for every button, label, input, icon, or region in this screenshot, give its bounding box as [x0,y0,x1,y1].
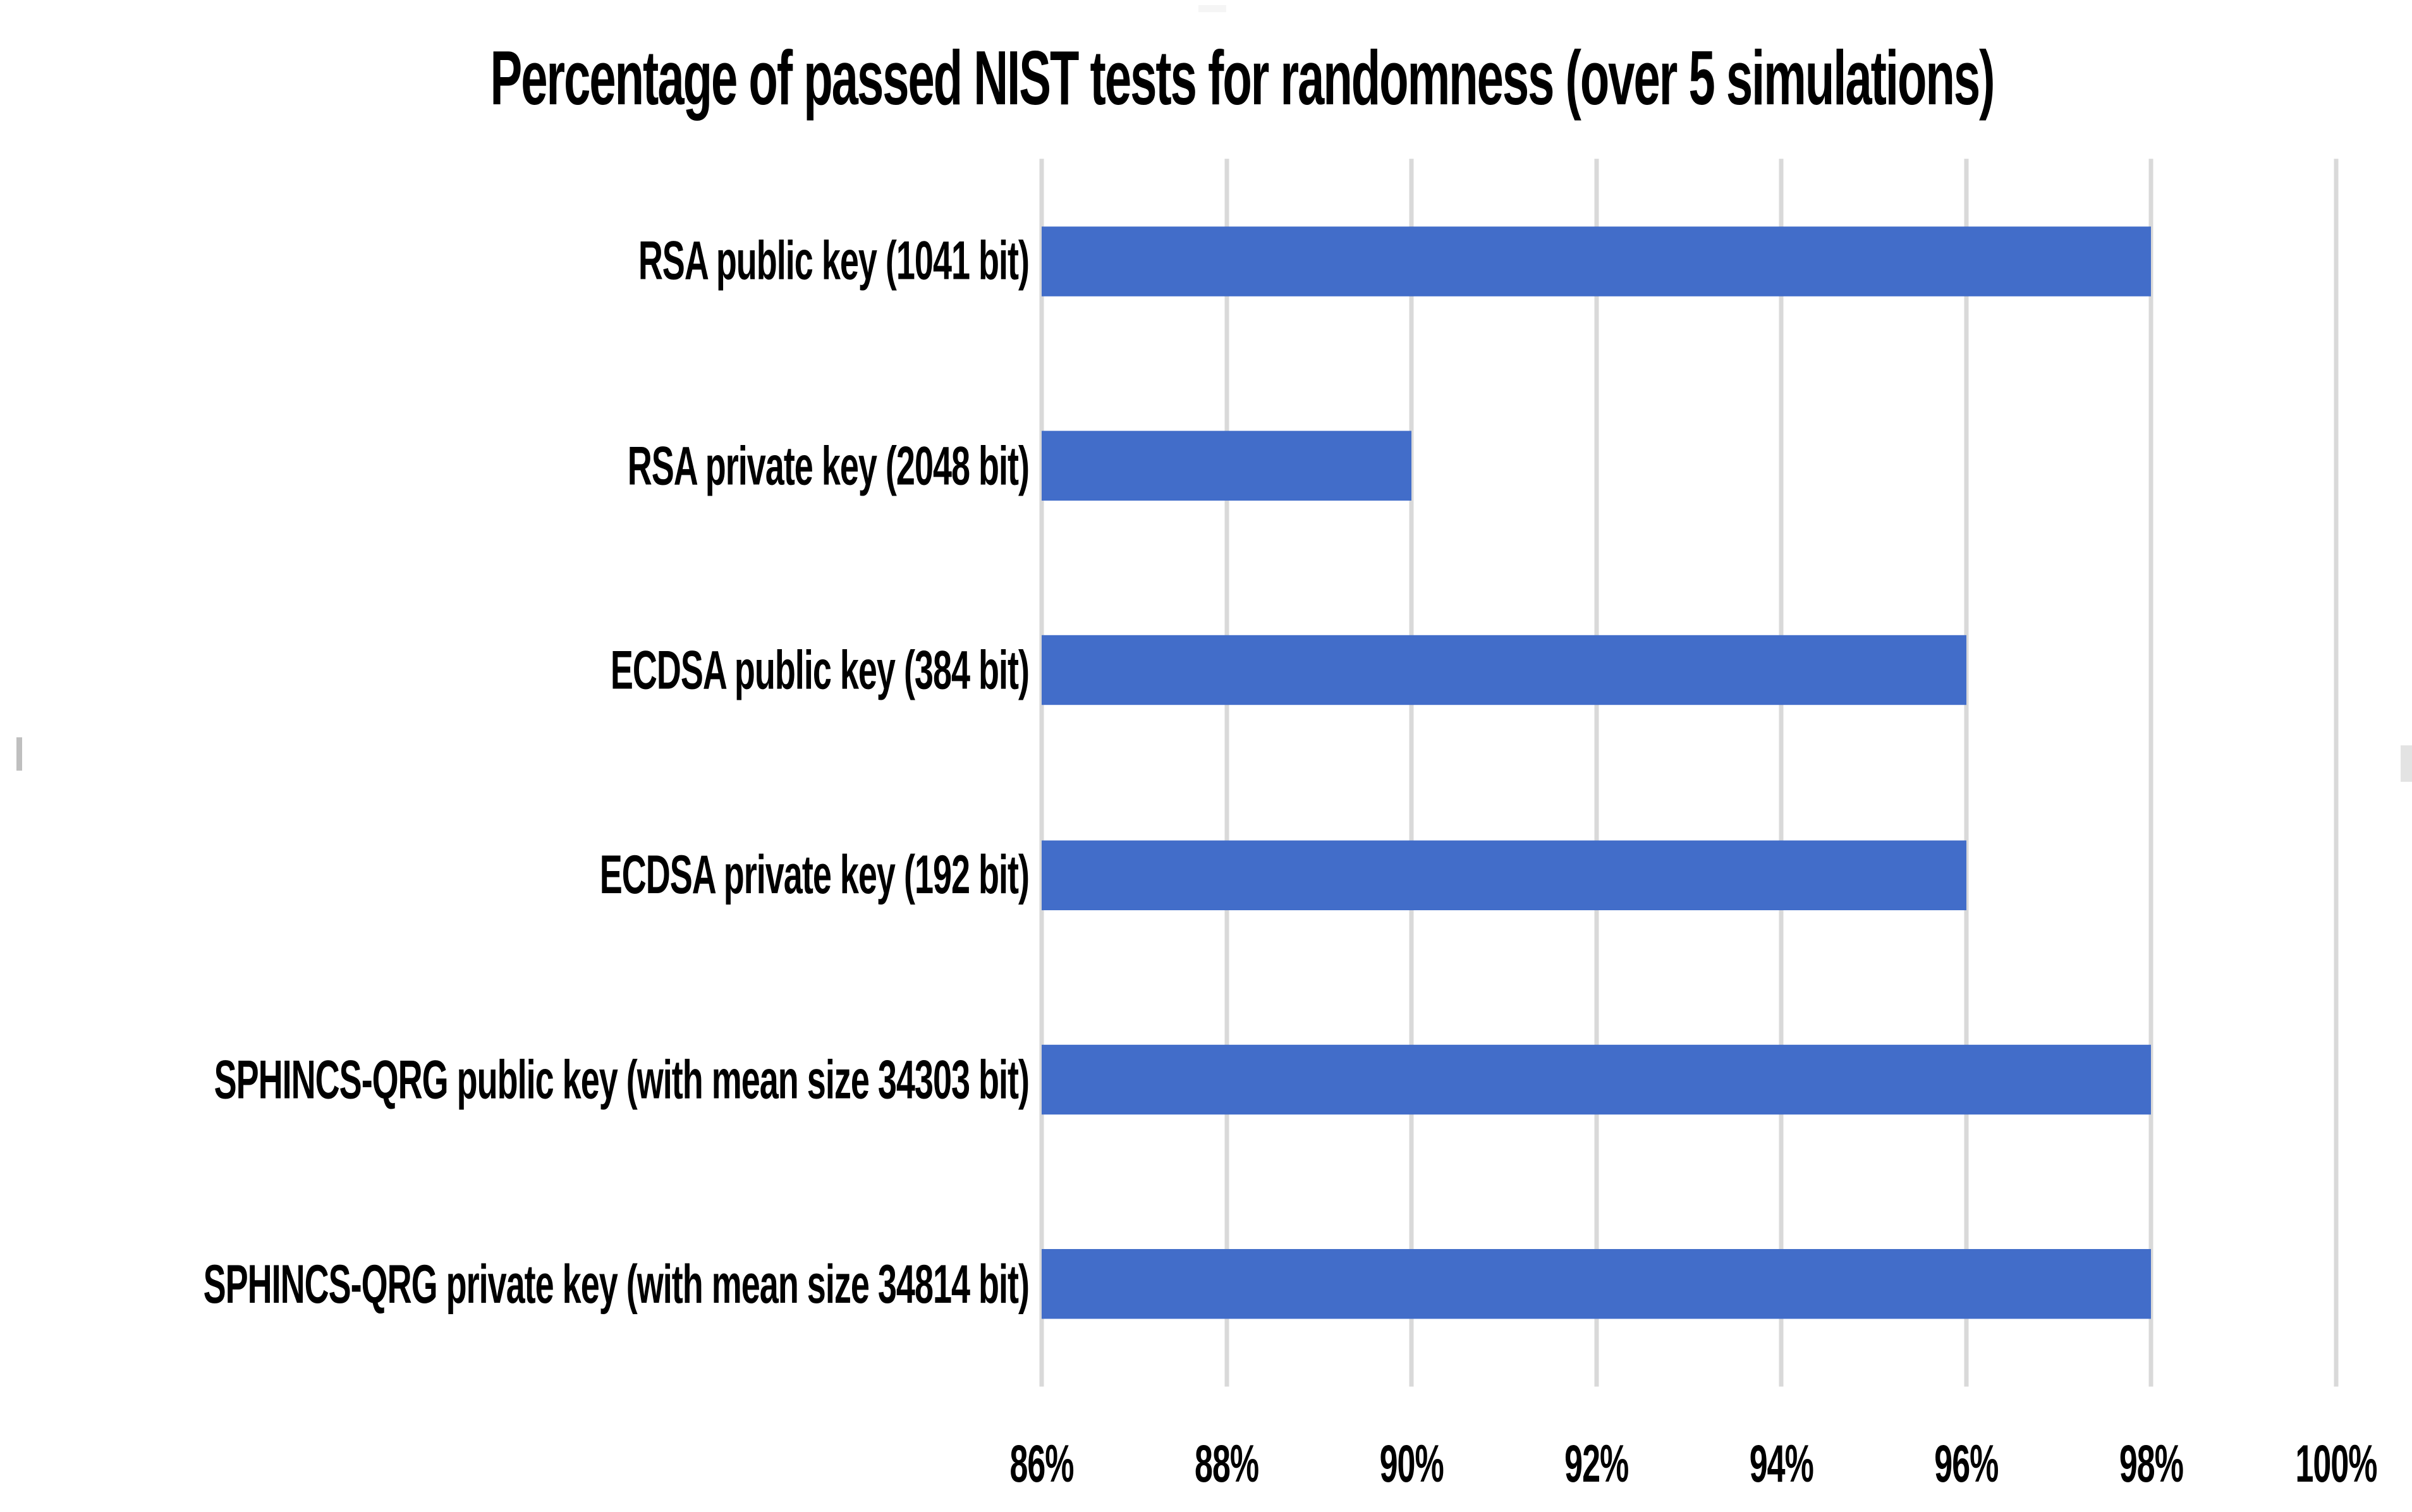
resize-handle-left[interactable] [16,737,22,771]
x-tick-label: 94% [1749,1435,1814,1494]
value-axis: 86% 88% 90% 92% 94% 96% 98% 100% [1009,1434,2377,1499]
gridline-98 [2148,159,2153,1387]
gridline-90 [1409,159,1414,1387]
x-tick-label: 90% [1379,1435,1444,1494]
plot-area [1039,159,2339,1387]
x-tick-label: 88% [1195,1435,1259,1494]
bar-6 [1042,1249,2152,1319]
resize-handle-top[interactable] [1198,5,1226,13]
gridline-94 [1779,159,1784,1387]
bar-3 [1042,635,1966,705]
category-label: RSA private key (2048 bit) [627,435,1030,496]
gridline-96 [1964,159,1969,1387]
x-tick-label: 100% [2295,1435,2378,1494]
gridline-88 [1224,159,1229,1387]
resize-handle-right[interactable] [2401,745,2412,782]
bar-4 [1042,840,1966,910]
x-tick-label: 98% [2119,1435,2184,1494]
chart-title: Percentage of passed NIST tests for rand… [490,35,1995,121]
category-label: ECDSA public key (384 bit) [610,640,1030,701]
x-tick-label: 92% [1564,1435,1629,1494]
category-label: SPHINCS-QRG private key (with mean size … [203,1253,1030,1315]
x-tick-label: 96% [1934,1435,1999,1494]
gridline-86 [1039,159,1044,1387]
gridline-92 [1594,159,1599,1387]
category-label: RSA public key (1041 bit) [638,231,1030,292]
x-tick-label: 86% [1009,1435,1074,1494]
gridline-100 [2334,159,2339,1387]
bar-5 [1042,1044,2152,1115]
category-label: ECDSA private key (192 bit) [599,844,1030,906]
bar-1 [1042,226,2152,296]
bar-2 [1042,430,1412,501]
category-label: SPHINCS-QRG public key (with mean size 3… [214,1049,1030,1110]
category-axis: RSA public key (1041 bit) RSA private key… [0,159,1030,1386]
